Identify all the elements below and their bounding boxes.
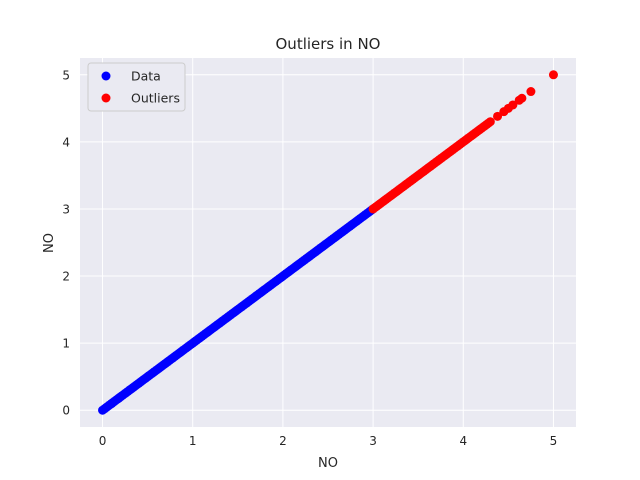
x-tick-label: 1 <box>189 434 197 448</box>
data-point <box>517 93 527 103</box>
data-point <box>526 87 536 97</box>
y-tick-label: 2 <box>62 270 70 284</box>
data-point <box>485 117 495 127</box>
series-data <box>98 204 378 415</box>
data-point <box>548 70 558 80</box>
data-point <box>107 399 117 409</box>
data-point <box>493 111 503 121</box>
legend-marker-outliers <box>101 93 111 103</box>
x-axis-label: NO <box>318 456 338 471</box>
x-tick-label: 0 <box>99 434 107 448</box>
chart-title: Outliers in NO <box>276 35 381 53</box>
x-tick-label: 4 <box>459 434 467 448</box>
x-axis-ticks: 0 1 2 3 4 5 <box>99 434 558 448</box>
series-outliers <box>368 70 558 214</box>
x-tick-label: 5 <box>550 434 558 448</box>
y-axis-label: NO <box>42 233 57 253</box>
x-tick-label: 3 <box>369 434 377 448</box>
legend-label-data: Data <box>131 69 161 84</box>
data-points <box>98 70 558 415</box>
legend: Data Outliers <box>87 62 186 112</box>
legend-box <box>87 62 186 112</box>
y-tick-label: 5 <box>62 68 70 82</box>
y-tick-label: 1 <box>62 337 70 351</box>
y-tick-label: 0 <box>62 404 70 418</box>
legend-marker-data <box>101 71 111 81</box>
legend-label-outliers: Outliers <box>131 91 180 106</box>
x-tick-label: 2 <box>279 434 287 448</box>
y-axis-ticks: 0 1 2 3 4 5 <box>62 68 70 417</box>
data-point <box>114 393 124 403</box>
y-tick-label: 4 <box>62 135 70 149</box>
data-point <box>508 100 518 110</box>
grid-lines <box>80 58 576 427</box>
y-tick-label: 3 <box>62 202 70 216</box>
